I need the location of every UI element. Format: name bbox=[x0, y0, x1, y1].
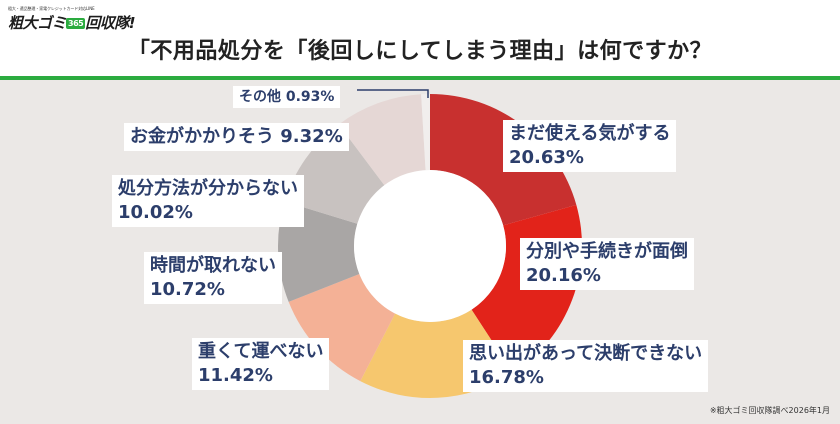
chart-area: まだ使える気がする 20.63% 分別や手続きが面倒 20.16% 思い出があっ… bbox=[0, 80, 840, 420]
header: 粗大・遺品整理・家電クレジットカード対応LINE 粗大ゴミ 365 回収隊! 「不用… bbox=[0, 0, 840, 76]
slice-label-6-name: お金がかかりそう bbox=[130, 126, 274, 147]
slice-label-4-value: 10.72% bbox=[150, 279, 225, 300]
slice-label-1: 分別や手続きが面倒 20.16% bbox=[520, 238, 694, 290]
donut-hole bbox=[354, 170, 506, 322]
slice-label-4-name: 時間が取れない bbox=[150, 255, 276, 276]
slice-label-6-value: 9.32% bbox=[280, 126, 343, 147]
title-underline bbox=[0, 76, 840, 80]
logo-badge: 365 bbox=[66, 18, 86, 29]
slice-label-4: 時間が取れない 10.72% bbox=[144, 252, 282, 304]
logo-name-prefix: 粗大ゴミ bbox=[8, 14, 67, 32]
slice-label-3-name: 重くて運べない bbox=[198, 341, 324, 362]
slice-label-2-name: 思い出があって決断できない bbox=[469, 343, 703, 364]
logo-name: 粗大ゴミ 365 回収隊! bbox=[8, 12, 136, 33]
leader-line-other bbox=[357, 89, 429, 98]
logo-name-suffix: 回収隊! bbox=[85, 14, 136, 32]
donut-slice-5 bbox=[284, 124, 385, 224]
slice-label-5-value: 10.02% bbox=[118, 202, 193, 223]
slice-label-2-value: 16.78% bbox=[469, 367, 544, 388]
source-footnote: ※粗大ゴミ回収隊調べ2026年1月 bbox=[709, 406, 830, 415]
slice-label-7-name: その他 bbox=[239, 89, 281, 105]
slice-label-0-name: まだ使える気がする bbox=[509, 123, 671, 144]
donut-slice-3 bbox=[288, 273, 396, 382]
slice-label-7: その他 0.93% bbox=[233, 86, 341, 108]
slice-label-6: お金がかかりそう 9.32% bbox=[124, 123, 349, 151]
logo: 粗大・遺品整理・家電クレジットカード対応LINE 粗大ゴミ 365 回収隊! bbox=[8, 6, 136, 32]
slice-label-5: 処分方法が分からない 10.02% bbox=[112, 175, 304, 227]
logo-tagline: 粗大・遺品整理・家電クレジットカード対応LINE bbox=[8, 6, 95, 11]
slice-label-1-value: 20.16% bbox=[526, 265, 601, 286]
donut-slice-6 bbox=[338, 94, 426, 186]
slice-label-0-value: 20.63% bbox=[509, 147, 584, 168]
donut-slice-7 bbox=[421, 94, 430, 171]
slice-label-3: 重くて運べない 11.42% bbox=[192, 338, 330, 390]
slice-label-2: 思い出があって決断できない 16.78% bbox=[463, 340, 709, 392]
slice-label-7-value: 0.93% bbox=[285, 89, 335, 105]
page-title: 「不用品処分を「後回しにしてしまう理由」は何ですか？ bbox=[127, 39, 713, 64]
slice-label-0: まだ使える気がする 20.63% bbox=[503, 120, 677, 172]
slice-label-3-value: 11.42% bbox=[198, 365, 273, 386]
slice-label-5-name: 処分方法が分からない bbox=[118, 178, 298, 199]
slice-label-1-name: 分別や手続きが面倒 bbox=[526, 241, 688, 262]
